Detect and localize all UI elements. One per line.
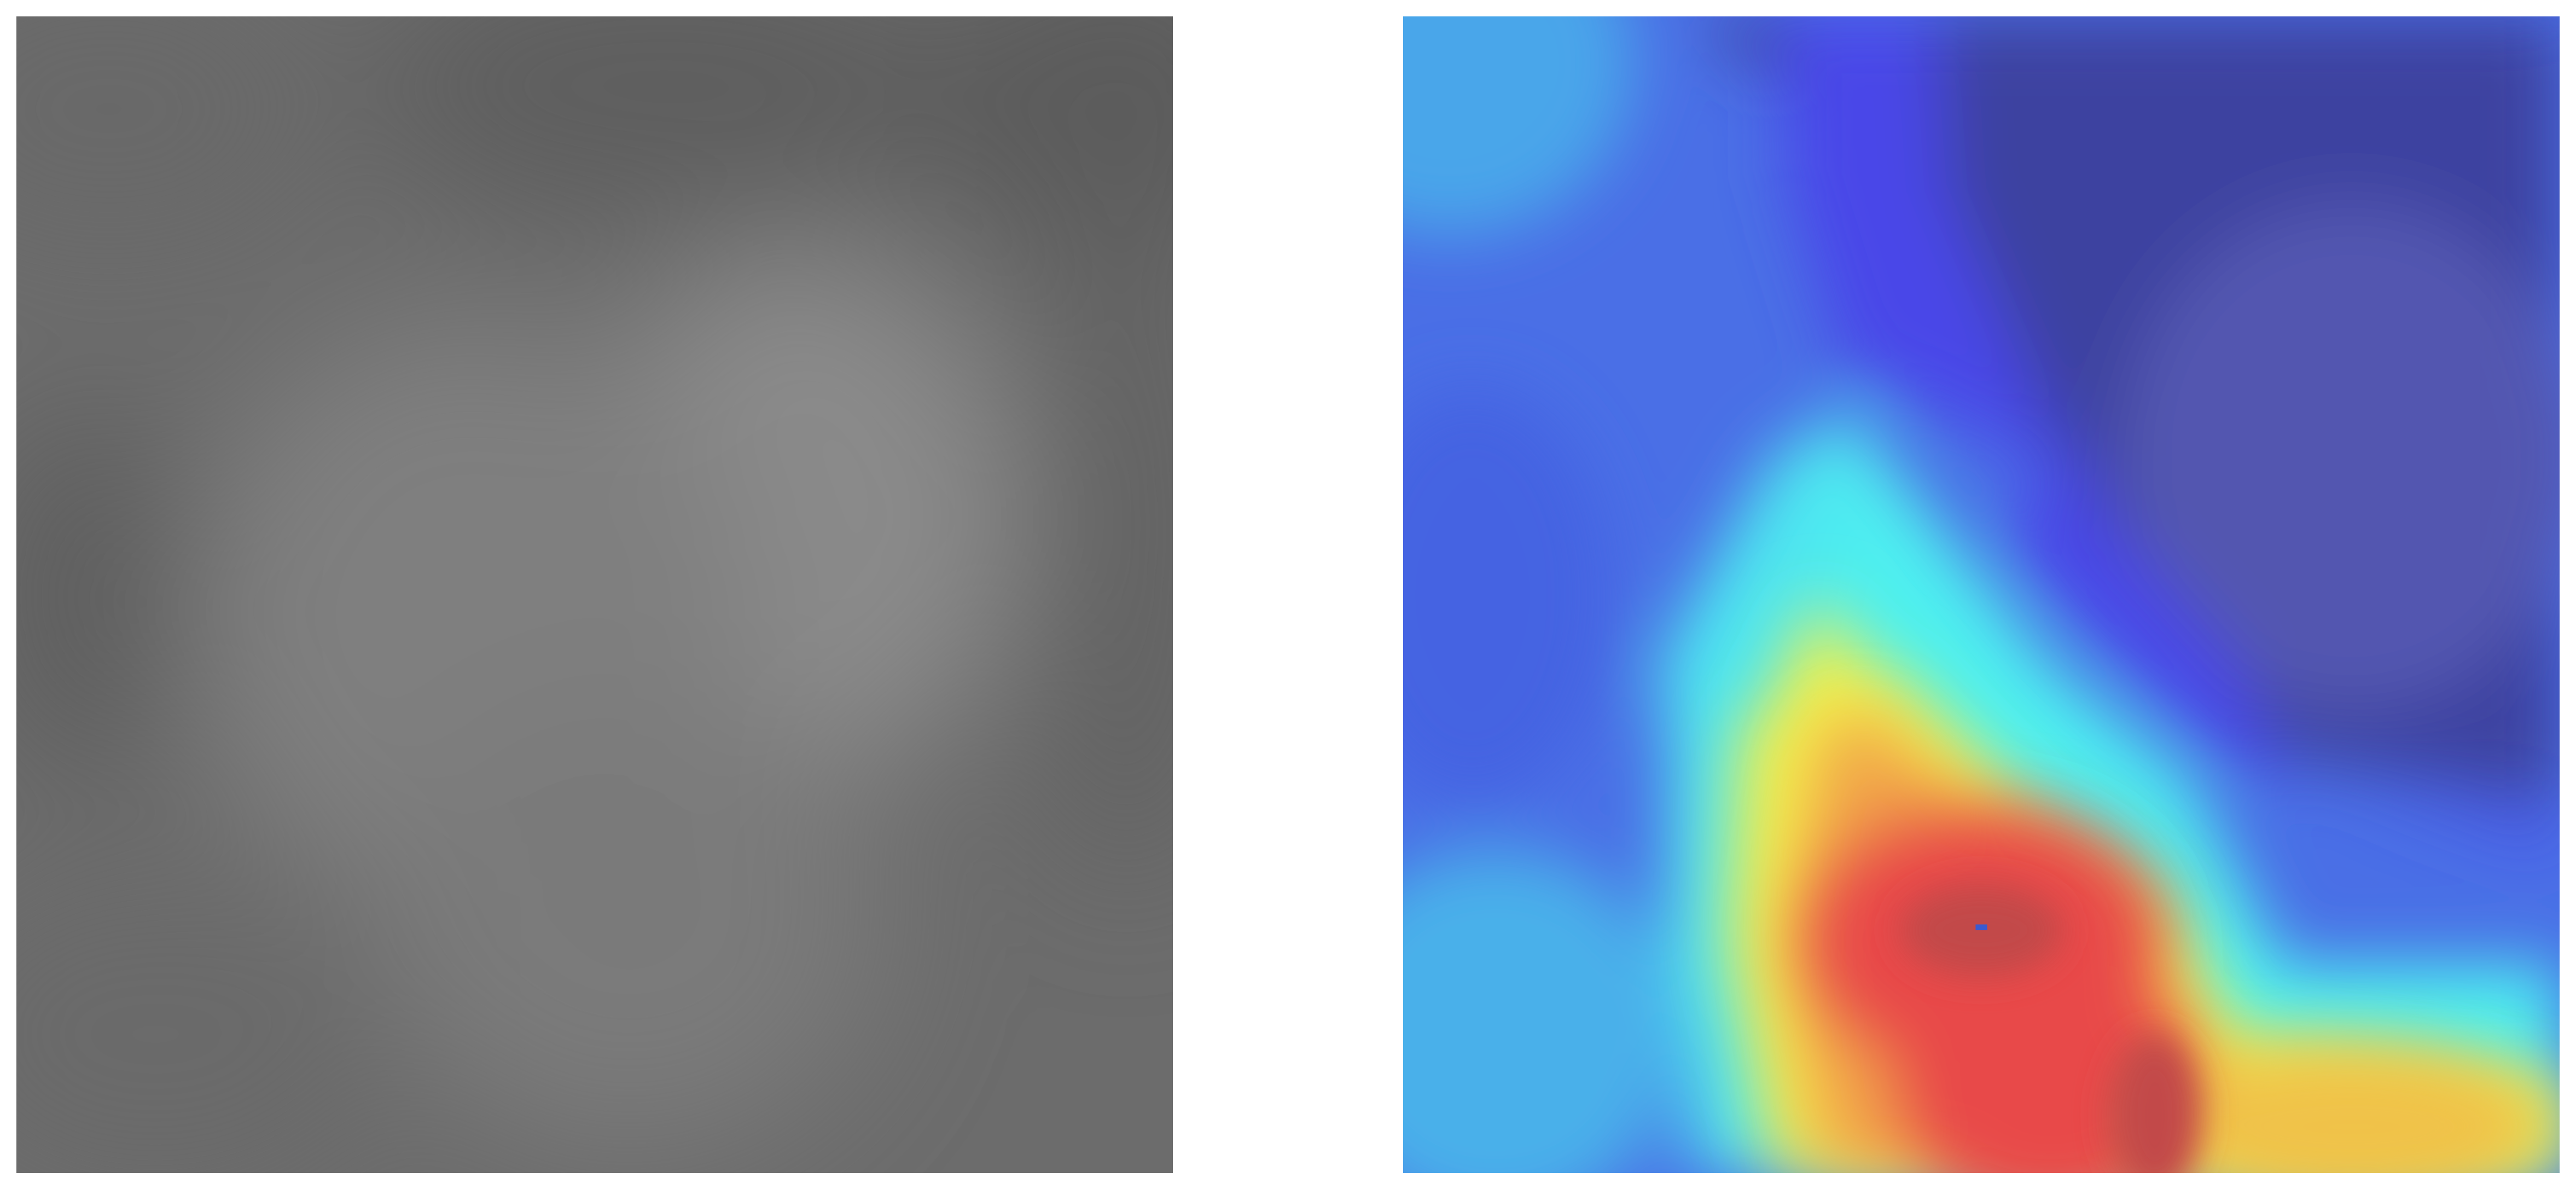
grayscale-input-image xyxy=(16,16,1173,1173)
peak-marker xyxy=(1975,924,1987,931)
grayscale-image-render xyxy=(16,16,1173,1173)
heatmap-render xyxy=(1403,16,2560,1173)
heatmap-overlay-image xyxy=(1403,16,2560,1173)
